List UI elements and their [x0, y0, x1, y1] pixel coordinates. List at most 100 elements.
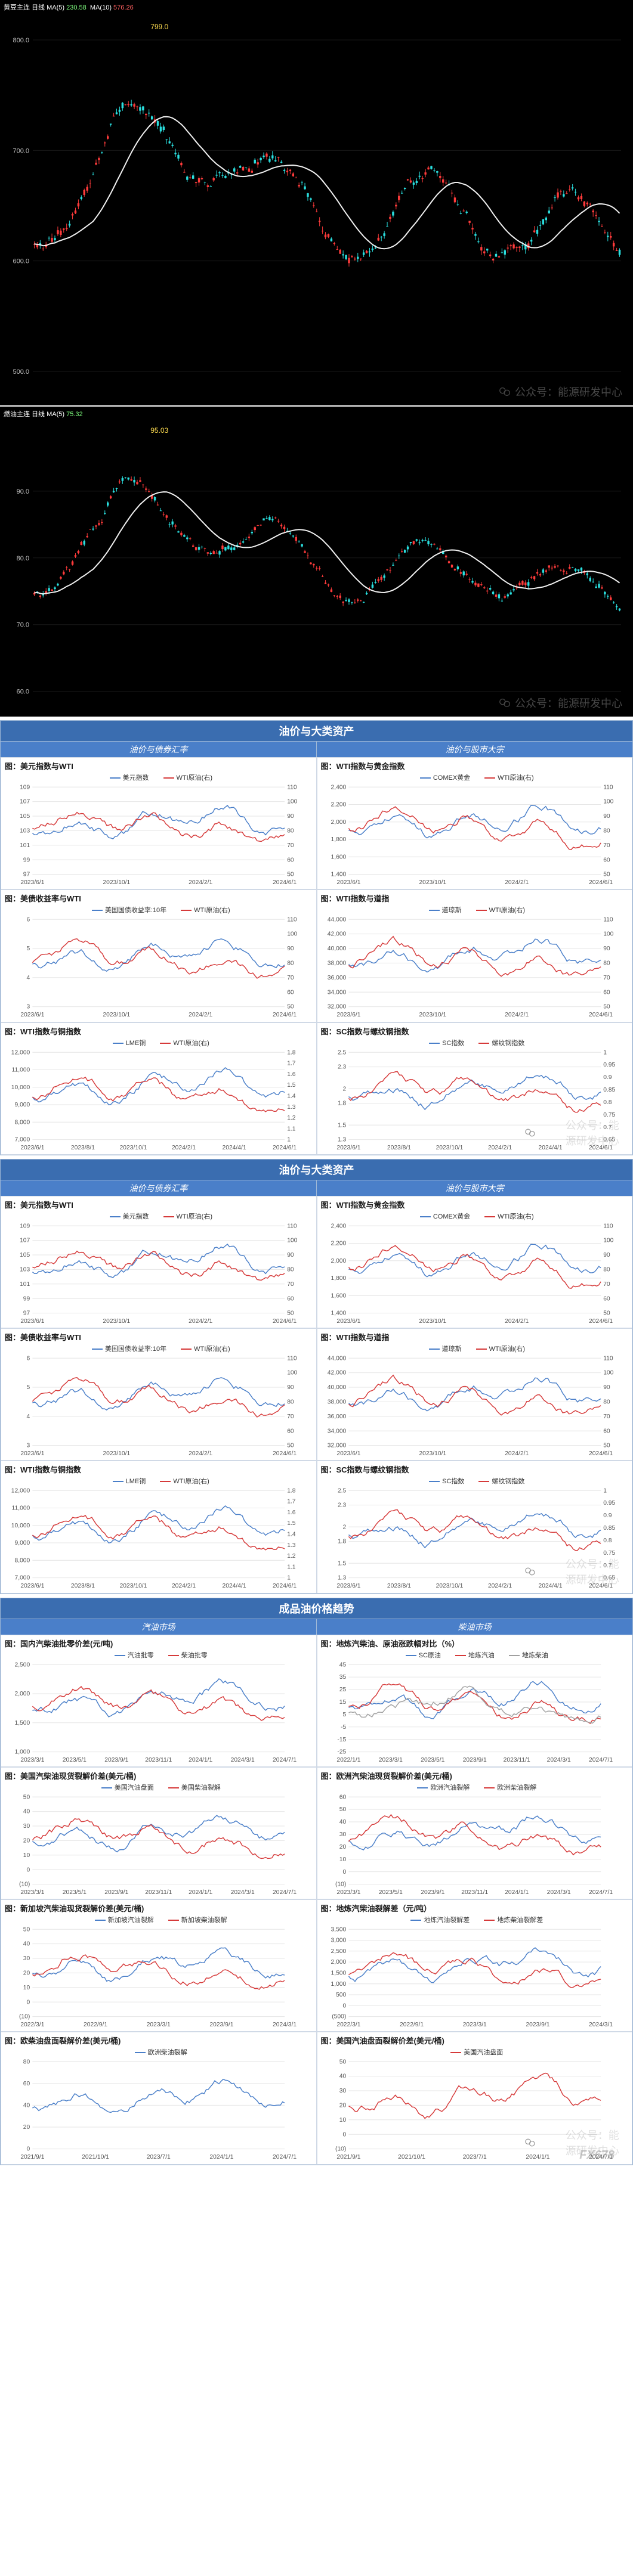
svg-text:100: 100	[287, 1370, 297, 1377]
svg-text:20: 20	[23, 2124, 30, 2131]
chart-cell: 图：WTI指数与黄金指数 COMEX黄金WTI原油(右)1,4001,6001,…	[317, 757, 633, 889]
svg-text:2024/2/1: 2024/2/1	[505, 1450, 529, 1457]
svg-text:2023/10/1: 2023/10/1	[436, 1145, 463, 1151]
chart-title: 图：WTI指数与铜指数	[5, 1025, 313, 1037]
svg-text:2024/2/1: 2024/2/1	[505, 879, 529, 886]
svg-text:2023/6/1: 2023/6/1	[20, 1012, 44, 1018]
chart-title: 图：WTI指数与道指	[321, 1331, 629, 1343]
svg-text:70: 70	[287, 975, 294, 981]
svg-text:44,000: 44,000	[327, 917, 346, 923]
svg-text:500.0: 500.0	[13, 368, 29, 376]
svg-text:1.3: 1.3	[337, 1136, 346, 1143]
svg-text:107: 107	[20, 1237, 30, 1244]
svg-text:2024/2/1: 2024/2/1	[172, 1583, 196, 1589]
chart-legend: 美国国债收益率:10年WTI原油(右)	[5, 905, 313, 915]
svg-text:40,000: 40,000	[327, 946, 346, 952]
svg-text:50: 50	[339, 2059, 346, 2066]
svg-text:60: 60	[339, 1794, 346, 1800]
svg-text:2,400: 2,400	[331, 1223, 346, 1229]
svg-text:2023/10/1: 2023/10/1	[436, 1583, 463, 1589]
chart-cell: 图：美国汽柴油现货裂解价差(美元/桶) 美国汽油盘面美国柴油裂解(10)0102…	[1, 1767, 317, 1899]
svg-text:2,200: 2,200	[331, 1240, 346, 1247]
svg-text:2023/6/1: 2023/6/1	[20, 1145, 44, 1151]
svg-text:80: 80	[287, 1399, 294, 1406]
svg-text:-5: -5	[341, 1723, 346, 1730]
svg-text:2024/1/1: 2024/1/1	[209, 2154, 233, 2160]
svg-text:70: 70	[603, 842, 610, 849]
svg-text:5: 5	[27, 1384, 30, 1391]
svg-text:38,000: 38,000	[327, 960, 346, 967]
svg-text:40: 40	[339, 1819, 346, 1825]
svg-text:2023/10/1: 2023/10/1	[419, 1318, 446, 1325]
svg-text:70: 70	[287, 842, 294, 849]
chart-title: 图：WTI指数与铜指数	[5, 1464, 313, 1475]
svg-text:5: 5	[27, 946, 30, 952]
svg-text:50: 50	[603, 872, 610, 878]
svg-text:2024/3/1: 2024/3/1	[546, 1889, 570, 1896]
candle-svg-2: 60.070.080.090.095.03	[0, 407, 633, 717]
svg-text:2024/6/1: 2024/6/1	[589, 1145, 613, 1151]
svg-text:32,000: 32,000	[327, 1443, 346, 1449]
svg-text:110: 110	[287, 784, 297, 791]
svg-text:2023/6/1: 2023/6/1	[336, 1583, 360, 1589]
svg-text:2024/6/1: 2024/6/1	[273, 1318, 297, 1325]
svg-text:2023/3/1: 2023/3/1	[147, 2022, 171, 2028]
svg-text:2024/6/1: 2024/6/1	[589, 879, 613, 886]
candle-chart-1: 黄豆主连 日线 MA(5) 230.58 MA(10) 576.26 500.0…	[0, 0, 633, 405]
svg-text:2023/11/1: 2023/11/1	[145, 1889, 172, 1896]
chart-title: 图：SC指数与螺纹钢指数	[321, 1025, 629, 1037]
svg-text:95.03: 95.03	[150, 426, 168, 435]
svg-text:36,000: 36,000	[327, 975, 346, 981]
chart-title: 图：国内汽柴油批零价差(元/吨)	[5, 1638, 313, 1649]
svg-text:2023/5/1: 2023/5/1	[421, 1757, 444, 1763]
svg-text:80: 80	[287, 1266, 294, 1273]
svg-text:107: 107	[20, 799, 30, 805]
svg-text:1,600: 1,600	[331, 854, 346, 860]
svg-text:2024/1/1: 2024/1/1	[189, 1757, 212, 1763]
svg-text:2024/4/1: 2024/4/1	[223, 1583, 246, 1589]
svg-text:0.8: 0.8	[603, 1099, 612, 1105]
chart-title: 图：WTI指数与道指	[321, 892, 629, 904]
chart-cell: 图：WTI指数与道指 道琼斯WTI原油(右)32,00034,00036,000…	[317, 1328, 633, 1461]
svg-text:97: 97	[23, 872, 30, 878]
svg-text:1.3: 1.3	[287, 1542, 296, 1549]
svg-text:2021/10/1: 2021/10/1	[82, 2154, 109, 2160]
svg-text:500: 500	[336, 1992, 346, 1998]
svg-text:10,000: 10,000	[11, 1523, 30, 1529]
svg-text:2023/3/1: 2023/3/1	[20, 1889, 44, 1896]
chart-title: 图：美国汽柴油现货裂解价差(美元/桶)	[5, 1770, 313, 1781]
chart-title: 图：美国汽油盘面裂解价差(美元/桶)	[321, 2035, 629, 2046]
svg-text:0: 0	[27, 1999, 30, 2005]
svg-text:1.7: 1.7	[287, 1499, 296, 1505]
svg-text:109: 109	[20, 784, 30, 791]
chart-cell: 图：新加坡汽柴油现货裂解价差(美元/桶) 新加坡汽油裂解新加坡柴油裂解(10)0…	[1, 1899, 317, 2032]
svg-text:799.0: 799.0	[150, 23, 168, 31]
svg-text:0.75: 0.75	[603, 1111, 615, 1118]
svg-text:2022/1/1: 2022/1/1	[336, 1757, 360, 1763]
svg-text:44,000: 44,000	[327, 1355, 346, 1362]
svg-text:2023/7/1: 2023/7/1	[147, 2154, 171, 2160]
svg-text:2023/9/1: 2023/9/1	[462, 1757, 486, 1763]
svg-text:90: 90	[287, 813, 294, 820]
svg-text:0.65: 0.65	[603, 1575, 615, 1582]
chart-legend: 道琼斯WTI原油(右)	[321, 1344, 629, 1353]
svg-text:105: 105	[20, 1252, 30, 1258]
svg-text:2024/6/1: 2024/6/1	[273, 1450, 297, 1457]
chart-legend: SC指数螺纹钢指数	[321, 1476, 629, 1486]
chart-title: 图：欧柴油盘面裂解价差(美元/桶)	[5, 2035, 313, 2046]
chart-grid: 图：美元指数与WTI 美元指数WTI原油(右)97991011031051071…	[1, 1196, 632, 1594]
svg-text:2023/5/1: 2023/5/1	[63, 1889, 87, 1896]
svg-text:1.6: 1.6	[287, 1509, 296, 1516]
svg-text:0: 0	[27, 1867, 30, 1873]
svg-text:2023/10/1: 2023/10/1	[419, 879, 446, 886]
svg-text:2023/11/1: 2023/11/1	[145, 1757, 172, 1763]
chart-cell: 图：WTI指数与道指 道琼斯WTI原油(右)32,00034,00036,000…	[317, 889, 633, 1022]
chart-cell: 图：美元指数与WTI 美元指数WTI原油(右)97991011031051071…	[1, 1196, 317, 1328]
section-title: 成品油价格趋势	[1, 1598, 632, 1619]
svg-text:0.65: 0.65	[603, 1136, 615, 1143]
chart-cell: 图：WTI指数与铜指数 LME铜WTI原油(右)7,0008,0009,0001…	[1, 1022, 317, 1155]
mini-chart: (10)01020304050602023/3/12023/5/12023/9/…	[321, 1793, 629, 1898]
sub-right: 油价与股市大宗	[317, 742, 632, 757]
mini-chart: 979910110310510710950607080901001102023/…	[5, 783, 313, 888]
svg-text:0.8: 0.8	[603, 1537, 612, 1544]
